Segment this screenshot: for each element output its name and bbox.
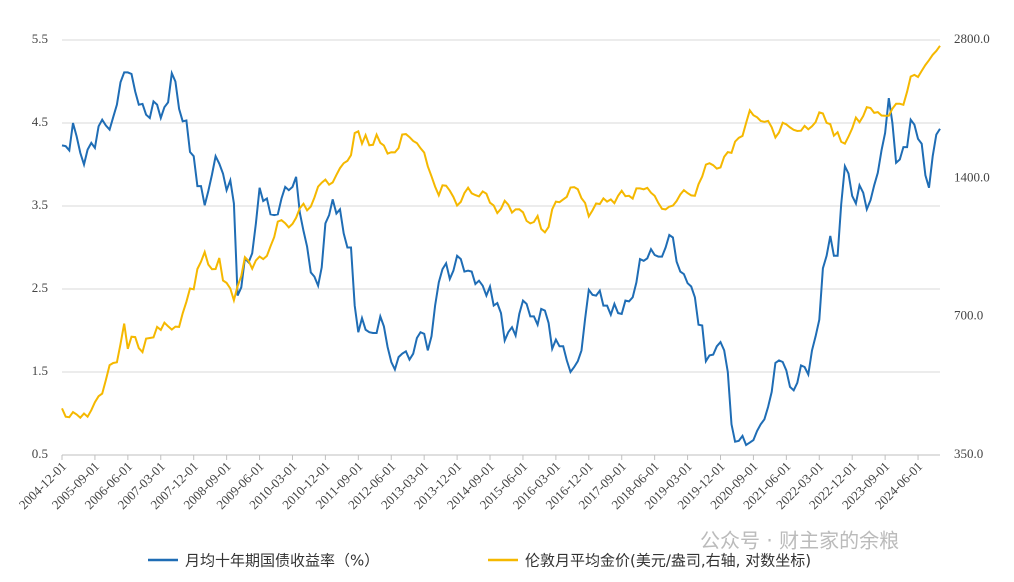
y-tick-label: 0.5 (32, 446, 48, 461)
y-tick-label: 1.5 (32, 363, 48, 378)
legend-label: 月均十年期国债收益率（%） (185, 552, 379, 570)
series-line (61, 69, 941, 447)
y-tick-label: 2.5 (32, 280, 48, 295)
legend-label: 伦敦月平均金价(美元/盎司,右轴, 对数坐标) (525, 552, 811, 570)
y-tick-label: 3.5 (32, 197, 48, 212)
y2-tick-label: 350.0 (954, 446, 983, 461)
y2-tick-label: 700.0 (954, 308, 983, 323)
y-tick-label: 4.5 (32, 114, 48, 129)
series-line (61, 45, 941, 420)
y2-tick-label: 2800.0 (954, 31, 990, 46)
y-tick-label: 5.5 (32, 31, 48, 46)
watermark: 公众号 · 财主家的余粮 (700, 529, 899, 553)
y2-tick-label: 1400.0 (954, 169, 990, 184)
